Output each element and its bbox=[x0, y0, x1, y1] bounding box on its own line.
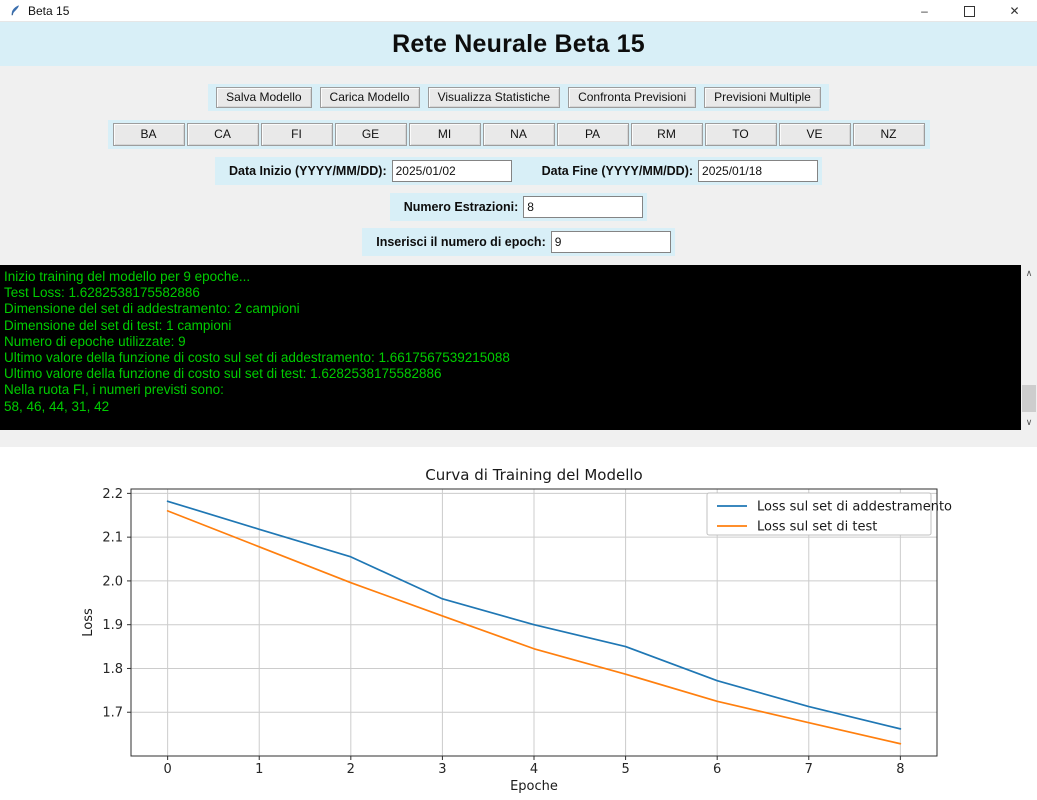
tick-label-y: 1.7 bbox=[102, 706, 123, 721]
scroll-down-icon[interactable]: ∨ bbox=[1025, 416, 1033, 427]
salva-modello-button[interactable]: Salva Modello bbox=[216, 87, 312, 108]
tick-label-y: 1.9 bbox=[102, 618, 123, 633]
console-line: Test Loss: 1.6282538175582886 bbox=[4, 285, 200, 301]
epoche-row: Inserisci il numero di epoch: bbox=[0, 228, 1037, 256]
close-button[interactable]: ✕ bbox=[1009, 4, 1020, 18]
wheel-button-rm[interactable]: RM bbox=[630, 123, 703, 146]
previsioni-multiple-button[interactable]: Previsioni Multiple bbox=[704, 87, 821, 108]
data-fine-input[interactable] bbox=[698, 160, 819, 182]
estrazioni-row: Numero Estrazioni: bbox=[0, 193, 1037, 221]
wheel-button-ca[interactable]: CA bbox=[186, 123, 259, 146]
wheel-button-fi[interactable]: FI bbox=[260, 123, 333, 146]
data-inizio-label: Data Inizio (YYYY/MM/DD): bbox=[228, 164, 387, 178]
tick-label-x: 6 bbox=[713, 762, 721, 777]
wheels-row: BA CA FI GE MI NA PA RM TO VE NZ bbox=[0, 120, 1037, 149]
app-header: Rete Neurale Beta 15 bbox=[0, 22, 1037, 66]
legend-box bbox=[706, 492, 932, 536]
confronta-previsioni-button[interactable]: Confronta Previsioni bbox=[568, 87, 697, 108]
tick-label-x: 4 bbox=[530, 762, 538, 777]
series-line-0 bbox=[166, 500, 902, 730]
toolbar-frame: Salva Modello Carica Modello Visualizza … bbox=[208, 84, 829, 111]
numero-estrazioni-label: Numero Estrazioni: bbox=[403, 200, 519, 214]
visualizza-statistiche-button[interactable]: Visualizza Statistiche bbox=[427, 87, 561, 108]
dates-frame: Data Inizio (YYYY/MM/DD): Data Fine (YYY… bbox=[214, 157, 823, 185]
wheel-button-to[interactable]: TO bbox=[704, 123, 777, 146]
training-curve-chart: 0 1 2 3 4 5 6 7 8 1.7 1.8 1.9 2.0 2.1 2.2 Curva di Trai… bbox=[0, 447, 1037, 800]
y-axis-label: Loss bbox=[81, 608, 96, 637]
console-line: Dimensione del set di addestramento: 2 c… bbox=[4, 301, 300, 317]
wheel-button-ge[interactable]: GE bbox=[334, 123, 407, 146]
maximize-icon bbox=[964, 5, 975, 17]
window-title: Beta 15 bbox=[28, 3, 70, 18]
numero-estrazioni-input[interactable] bbox=[523, 196, 644, 218]
tick-label-y: 1.8 bbox=[102, 662, 123, 677]
wheels-frame: BA CA FI GE MI NA PA RM TO VE NZ bbox=[107, 120, 930, 149]
wheel-button-na[interactable]: NA bbox=[482, 123, 555, 146]
maximize-button[interactable] bbox=[947, 0, 992, 22]
dates-row: Data Inizio (YYYY/MM/DD): Data Fine (YYY… bbox=[0, 157, 1037, 185]
console-line: Dimensione del set di test: 1 campioni bbox=[4, 317, 232, 333]
tick-label-x: 1 bbox=[255, 762, 263, 777]
console-output[interactable]: Inizio training del modello per 9 epoche… bbox=[0, 265, 1021, 430]
estrazioni-frame: Numero Estrazioni: bbox=[389, 193, 648, 221]
chart-canvas: 0 1 2 3 4 5 6 7 8 1.7 1.8 1.9 2.0 2.1 2.2 Curva di Trai… bbox=[81, 466, 952, 794]
legend-label-1: Loss sul set di test bbox=[757, 520, 877, 535]
epoche-frame: Inserisci il numero di epoch: bbox=[362, 228, 675, 256]
toolbar-row: Salva Modello Carica Modello Visualizza … bbox=[0, 84, 1037, 111]
carica-modello-button[interactable]: Carica Modello bbox=[319, 87, 420, 108]
minimize-button[interactable]: – bbox=[921, 4, 928, 18]
scroll-up-icon[interactable]: ∧ bbox=[1025, 267, 1033, 278]
wheel-button-ba[interactable]: BA bbox=[112, 123, 185, 146]
tick-label-x: 0 bbox=[163, 762, 171, 777]
data-fine-label: Data Fine (YYYY/MM/DD): bbox=[541, 164, 694, 178]
title-bar: Beta 15 – ✕ bbox=[0, 0, 1037, 22]
wheel-button-mi[interactable]: MI bbox=[408, 123, 481, 146]
tick-label-y: 2.0 bbox=[102, 574, 123, 589]
tick-label-x: 5 bbox=[621, 762, 629, 777]
tk-feather-icon bbox=[11, 4, 19, 16]
console-line: Ultimo valore della funzione di costo su… bbox=[4, 366, 442, 382]
console-wrap: Inizio training del modello per 9 epoche… bbox=[0, 265, 1037, 430]
legend-label-0: Loss sul set di addestramento bbox=[757, 500, 952, 515]
epoche-label: Inserisci il numero di epoch: bbox=[376, 235, 546, 249]
tick-label-y: 2.2 bbox=[102, 487, 123, 502]
data-inizio-input[interactable] bbox=[391, 160, 512, 182]
window-controls: – ✕ bbox=[902, 0, 1037, 21]
tick-label-x: 2 bbox=[347, 762, 355, 777]
x-axis-label: Epoche bbox=[510, 779, 558, 794]
wheel-button-pa[interactable]: PA bbox=[556, 123, 629, 146]
scrollbar-thumb[interactable] bbox=[1022, 385, 1036, 412]
chart-title: Curva di Training del Modello bbox=[425, 466, 642, 484]
wheel-button-nz[interactable]: NZ bbox=[852, 123, 925, 146]
console-scrollbar[interactable]: ∧ ∨ bbox=[1021, 265, 1037, 430]
console-line: Nella ruota FI, i numeri previsti sono: bbox=[4, 382, 224, 398]
epoche-input[interactable] bbox=[550, 231, 671, 253]
console-line: Ultimo valore della funzione di costo su… bbox=[4, 350, 510, 366]
tick-label-x: 7 bbox=[805, 762, 813, 777]
page-title: Rete Neurale Beta 15 bbox=[392, 29, 645, 58]
tick-label-x: 3 bbox=[438, 762, 446, 777]
console-line: Inizio training del modello per 9 epoche… bbox=[4, 269, 251, 284]
wheel-button-ve[interactable]: VE bbox=[778, 123, 851, 146]
series-line-1 bbox=[166, 510, 902, 745]
tick-label-y: 2.1 bbox=[102, 531, 123, 546]
console-line: 58, 46, 44, 31, 42 bbox=[4, 398, 110, 414]
console-line: Numero di epoche utilizzate: 9 bbox=[4, 333, 186, 349]
tick-label-x: 8 bbox=[896, 762, 904, 777]
